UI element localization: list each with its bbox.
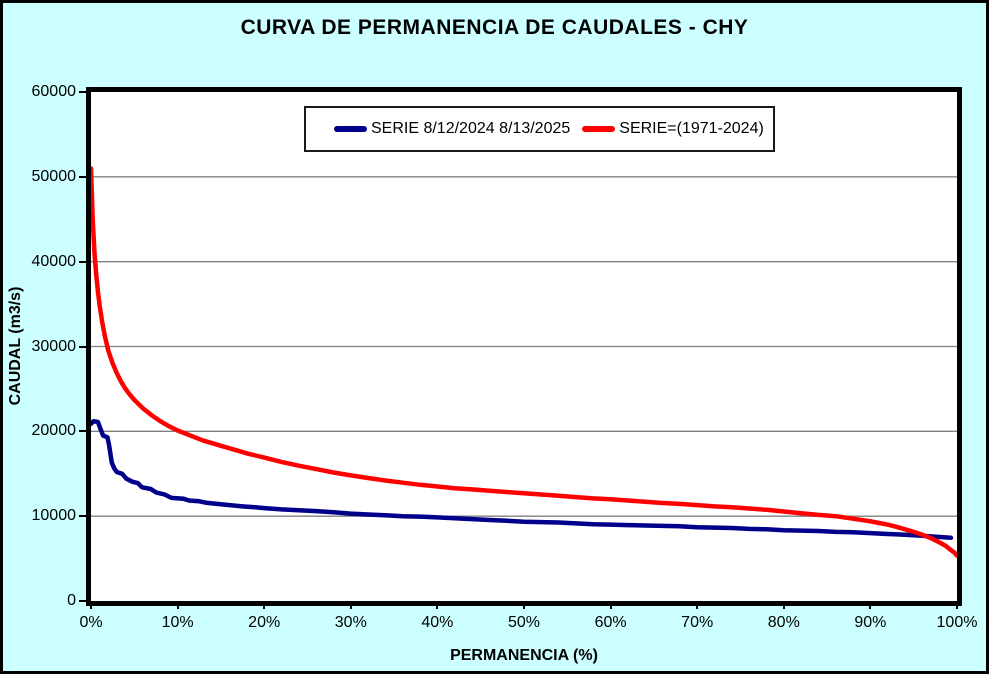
x-tick-mark bbox=[436, 601, 439, 609]
legend-label-serie-1971-2024: SERIE=(1971-2024) bbox=[619, 120, 764, 137]
y-tick-mark bbox=[79, 260, 88, 263]
x-tick-label: 60% bbox=[594, 614, 627, 631]
y-tick-label: 20000 bbox=[31, 422, 77, 440]
legend-item-serie-2024-2025: SERIE 8/12/2024 8/13/2025 bbox=[334, 120, 570, 138]
x-tick-mark bbox=[176, 601, 179, 609]
x-tick-label: 70% bbox=[681, 614, 714, 631]
legend-label-serie-2024-2025: SERIE 8/12/2024 8/13/2025 bbox=[371, 120, 571, 137]
y-tick-label: 30000 bbox=[31, 337, 77, 355]
x-tick-label: 20% bbox=[248, 614, 281, 631]
x-tick-mark bbox=[956, 601, 958, 609]
legend-line-swatch-blue bbox=[334, 126, 367, 132]
y-tick-label: 60000 bbox=[31, 83, 77, 100]
x-tick-mark bbox=[523, 601, 525, 609]
legend: SERIE 8/12/2024 8/13/2025 SERIE=(1971-20… bbox=[304, 106, 775, 152]
x-tick-label: 0% bbox=[79, 614, 103, 631]
x-tick-mark bbox=[869, 601, 872, 609]
x-tick-mark bbox=[263, 601, 266, 609]
legend-item-serie-1971-2024: SERIE=(1971-2024) bbox=[582, 120, 764, 138]
y-tick-mark bbox=[79, 91, 88, 93]
x-axis-title: PERMANENCIA (%) bbox=[450, 647, 598, 664]
x-tick-label: 10% bbox=[161, 614, 194, 631]
x-tick-label: 100% bbox=[936, 614, 978, 631]
x-tick-mark bbox=[90, 601, 92, 609]
y-tick-mark bbox=[79, 515, 88, 518]
x-tick-label: 30% bbox=[334, 614, 367, 631]
series-line-1 bbox=[88, 166, 960, 558]
legend-line-swatch-red bbox=[582, 126, 616, 132]
x-tick-mark bbox=[349, 601, 352, 609]
x-tick-label: 90% bbox=[854, 614, 887, 631]
x-tick-mark bbox=[782, 601, 785, 609]
y-tick-label: 50000 bbox=[31, 167, 77, 185]
x-tick-label: 40% bbox=[421, 614, 454, 631]
y-tick-mark bbox=[79, 175, 88, 178]
y-tick-label: 10000 bbox=[31, 507, 77, 525]
y-tick-label: 0 bbox=[67, 592, 76, 609]
series-line-0 bbox=[88, 418, 954, 541]
y-axis-title: CAUDAL (m3/s) bbox=[7, 286, 24, 406]
y-tick-mark bbox=[79, 600, 88, 602]
y-tick-mark bbox=[79, 430, 88, 433]
plot-area bbox=[86, 87, 962, 606]
y-tick-mark bbox=[79, 345, 88, 348]
y-tick-label: 40000 bbox=[31, 252, 77, 270]
x-tick-mark bbox=[609, 601, 612, 609]
x-tick-label: 80% bbox=[767, 614, 800, 631]
chart-title: CURVA DE PERMANENCIA DE CAUDALES - CHY bbox=[240, 16, 749, 39]
x-tick-label: 50% bbox=[507, 614, 541, 631]
x-tick-mark bbox=[696, 601, 699, 609]
